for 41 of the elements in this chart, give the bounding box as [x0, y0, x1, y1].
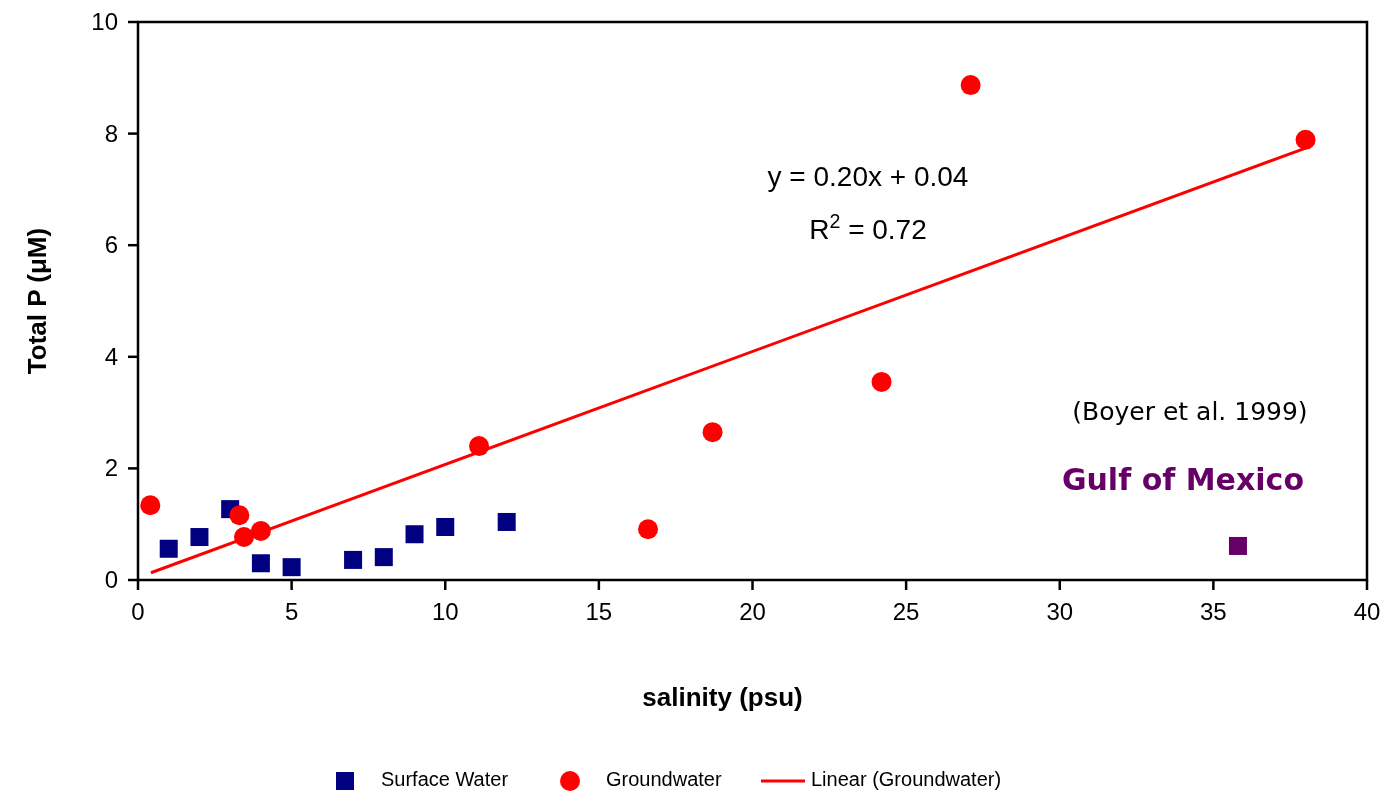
point — [229, 505, 250, 526]
legend-label: Groundwater — [606, 768, 722, 790]
y-tick-label: 6 — [104, 231, 118, 259]
y-tick-label: 10 — [91, 8, 118, 35]
point — [871, 371, 892, 392]
point — [436, 517, 455, 536]
x-tick-label: 35 — [1200, 598, 1227, 625]
point — [374, 548, 393, 567]
point — [282, 558, 301, 577]
annotation: y = 0.20x + 0.04 — [767, 161, 969, 192]
point — [1228, 536, 1247, 555]
y-tick-label: 0 — [104, 566, 118, 593]
point — [190, 528, 209, 547]
x-tick-label: 5 — [284, 598, 299, 625]
x-axis-title: salinity (psu) — [642, 682, 803, 712]
point — [140, 495, 161, 516]
x-tick-label: 25 — [892, 598, 920, 625]
x-tick-label: 30 — [1046, 598, 1074, 625]
x-tick-label: 40 — [1353, 598, 1381, 625]
annotation: (Boyer et al. 1999) — [1072, 397, 1308, 426]
y-tick-label: 8 — [104, 119, 118, 147]
point — [405, 525, 424, 544]
text: Gulf of Mexico — [1061, 461, 1305, 497]
point — [497, 512, 516, 531]
point — [1295, 129, 1316, 150]
x-tick-label: 15 — [585, 598, 613, 625]
point — [344, 550, 363, 569]
annotation: R$^{2}$ = 0.72 — [809, 210, 927, 245]
y-axis-title: Total P (μM) — [22, 227, 52, 375]
point — [251, 554, 270, 573]
point — [702, 422, 723, 443]
legend-label: Surface Water — [381, 768, 509, 790]
x-tick-label: 0 — [131, 598, 145, 625]
point — [159, 539, 178, 558]
point — [638, 519, 659, 540]
x-tick-label: 10 — [431, 598, 459, 625]
x-tick-label: 20 — [739, 598, 766, 625]
legend-label: Linear (Groundwater) — [811, 768, 1002, 790]
point — [960, 75, 981, 96]
y-tick-label: 2 — [104, 454, 118, 482]
y-tick-label: 4 — [104, 342, 118, 370]
